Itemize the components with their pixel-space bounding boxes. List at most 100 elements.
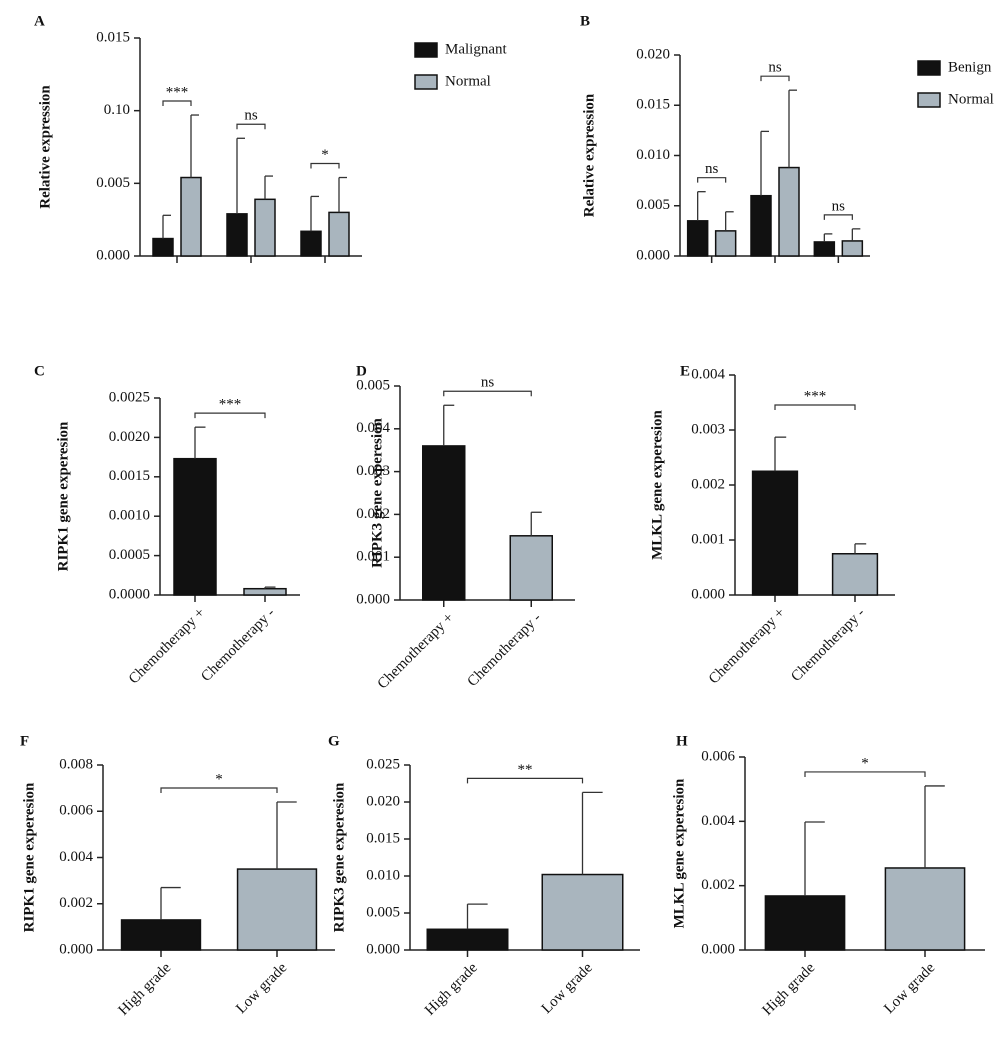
legend-swatch	[414, 74, 438, 90]
bar	[751, 470, 799, 596]
x-tick-label: Chemotherapy +	[706, 605, 788, 687]
panel-label: G	[328, 733, 340, 749]
x-tick-label: Chemotherapy -	[465, 610, 545, 690]
y-tick-label: 0.005	[366, 904, 400, 920]
y-tick-label: 0.002	[701, 877, 735, 893]
y-tick-label: 0.010	[366, 867, 400, 883]
panel-label: H	[676, 733, 688, 749]
significance-label: *	[861, 755, 869, 771]
y-tick-label: 0.0020	[109, 429, 150, 445]
x-tick-label: Low grade	[881, 960, 938, 1017]
bar	[509, 535, 553, 601]
significance-label: **	[518, 762, 533, 778]
bar	[300, 230, 322, 257]
y-tick-label: 0.002	[356, 506, 390, 522]
significance-label: ns	[832, 198, 846, 214]
y-tick-label: 0.001	[356, 549, 390, 565]
bar	[841, 240, 864, 257]
panel: F RIPK1 gene experesion 0.000 0.002 0.004 0.0…	[20, 733, 335, 1019]
y-axis-label: Relative expression	[581, 93, 597, 217]
legend-swatch	[917, 60, 941, 76]
x-tick-label: High grade	[116, 960, 175, 1019]
y-tick-label: 0.003	[356, 463, 390, 479]
significance-bracket	[823, 214, 853, 220]
panel: G RIPK3 gene experesion 0.000 0.005 0.010 0.0…	[328, 733, 640, 1019]
y-tick-label: 0.008	[59, 756, 93, 772]
significance-label: ns	[481, 375, 495, 391]
y-tick-label: 0.005	[356, 377, 390, 393]
significance-label: ns	[768, 60, 782, 76]
x-tick-label: Chemotherapy -	[788, 605, 868, 685]
significance-bracket	[194, 412, 266, 419]
x-tick-label: Low grade	[233, 960, 290, 1017]
bar	[180, 176, 202, 257]
significance-bracket	[697, 177, 727, 183]
y-tick-label: 0.005	[96, 175, 130, 191]
bar	[426, 928, 509, 951]
y-tick-label: 0.005	[636, 197, 670, 213]
significance-label: ***	[166, 84, 189, 100]
significance-bracket	[310, 162, 340, 169]
y-tick-label: 0.000	[96, 247, 130, 263]
y-tick-label: 0.002	[59, 895, 93, 911]
bar	[714, 230, 737, 257]
y-tick-label: 0.006	[701, 748, 735, 764]
y-tick-label: 0.015	[366, 830, 400, 846]
significance-label: ***	[804, 388, 827, 404]
significance-label: *	[321, 147, 329, 163]
panel-label: E	[680, 363, 690, 379]
bar	[778, 166, 800, 257]
y-axis-label: RIPK1 gene experesion	[21, 782, 37, 932]
significance-bracket	[236, 123, 266, 130]
bar	[750, 194, 772, 257]
y-tick-label: 0.010	[636, 147, 670, 163]
bar	[422, 445, 466, 601]
y-tick-label: 0.004	[59, 849, 93, 865]
y-axis-label: RIPK3 gene experesion	[369, 417, 385, 567]
significance-label: *	[215, 771, 223, 787]
bar	[173, 457, 217, 596]
y-tick-label: 0.006	[59, 803, 93, 819]
bar	[764, 895, 846, 951]
y-tick-label: 0.0005	[109, 547, 150, 563]
y-tick-label: 0.000	[701, 941, 735, 957]
significance-bracket	[760, 75, 790, 82]
y-tick-label: 0.0010	[109, 508, 150, 524]
y-tick-label: 0.0015	[109, 468, 150, 484]
legend-label: Normal	[948, 91, 994, 107]
y-tick-label: 0.10	[104, 102, 130, 118]
legend-label: Malignant	[445, 41, 507, 57]
panel-label: A	[34, 13, 45, 29]
panel-label: F	[20, 733, 29, 749]
panel: C RIPK1 gene experesion 0.0000 0.0005 0.0010…	[34, 363, 300, 687]
bar	[813, 241, 836, 257]
x-tick-label: High grade	[760, 960, 819, 1019]
x-tick-label: Chemotherapy +	[126, 605, 208, 687]
y-tick-label: 0.025	[366, 756, 400, 772]
y-axis-label: RIPK3 gene experesion	[331, 782, 347, 932]
panel: H MLKL gene experesion 0.000 0.002 0.004 0.00…	[671, 733, 985, 1019]
significance-bracket	[804, 771, 926, 777]
y-axis-label: RIPK1 gene experesion	[55, 421, 71, 571]
significance-bracket	[466, 777, 584, 784]
bar	[254, 198, 276, 257]
x-tick-label: Chemotherapy +	[375, 610, 457, 692]
significance-bracket	[443, 390, 532, 397]
x-tick-label: High grade	[422, 960, 481, 1019]
panel-label: B	[580, 13, 590, 29]
y-axis-label: Relative expression	[37, 85, 53, 209]
y-tick-label: 0.004	[701, 813, 735, 829]
legend-label: Benign	[948, 59, 992, 75]
y-tick-label: 0.000	[366, 941, 400, 957]
legend-swatch	[414, 42, 438, 58]
y-tick-label: 0.004	[691, 366, 725, 382]
y-tick-label: 0.004	[356, 420, 390, 436]
bar	[328, 211, 350, 257]
panel: E MLKL gene experesion 0.000 0.001 0.002 0.00…	[649, 363, 895, 687]
y-tick-label: 0.000	[636, 247, 670, 263]
bar	[243, 587, 287, 596]
y-tick-label: 0.0025	[109, 389, 150, 405]
panel: A Relative expression 0.000 0.005 0.10 0.015 M…	[34, 13, 507, 263]
bar	[152, 237, 174, 257]
